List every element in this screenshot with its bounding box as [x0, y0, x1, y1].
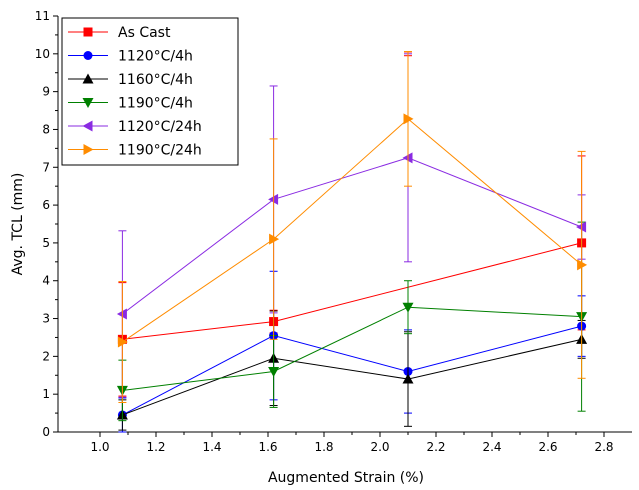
legend-label: 1160°C/4h — [118, 72, 193, 88]
x-tick-label: 2.0 — [370, 440, 389, 454]
data-point — [82, 120, 93, 132]
data-point — [402, 302, 414, 313]
series-line — [122, 338, 582, 416]
series-line — [122, 157, 582, 315]
y-tick-label: 4 — [42, 274, 50, 288]
plot-series — [116, 51, 588, 433]
legend-item: As Cast — [68, 25, 171, 41]
axes: 1.0 1.2 1.4 1.6 1.8 2.0 2.2 2.4 2.6 2.8 0 1 2 3 4 5 6 7 8 9… — [35, 9, 632, 454]
y-tick-label: 8 — [42, 122, 50, 136]
data-point — [117, 336, 128, 348]
x-axis-title: Augmented Strain (%) — [268, 470, 424, 486]
legend: As Cast 1120°C/4h 1160°C/4h 1190°C/4h 1120°C… — [61, 17, 239, 166]
x-tick-label: 1.4 — [202, 440, 221, 454]
legend-box — [61, 17, 239, 166]
y-axis-title: Avg. TCL (mm) — [10, 173, 26, 276]
legend-label: 1120°C/24h — [118, 119, 202, 135]
x-tick-label: 1.0 — [90, 440, 109, 454]
x-tick-label: 1.2 — [146, 440, 165, 454]
legend-item: 1160°C/4h — [68, 72, 193, 88]
data-point — [83, 51, 93, 60]
legend-label: 1120°C/4h — [118, 49, 193, 65]
y-tick-label: 9 — [42, 85, 50, 99]
x-tick-label: 1.6 — [258, 440, 277, 454]
x-tick-label: 1.8 — [314, 440, 333, 454]
y-tick-label: 3 — [42, 312, 50, 326]
series-2 — [116, 310, 588, 431]
x-tick-label: 2.2 — [426, 440, 445, 454]
data-point — [268, 366, 280, 377]
series-line — [122, 242, 582, 340]
y-tick-label: 0 — [42, 425, 50, 439]
x-tick-label: 2.6 — [538, 440, 557, 454]
data-point — [402, 373, 414, 384]
series-line — [122, 118, 582, 343]
y-tick-label: 10 — [35, 47, 50, 61]
legend-label: 1190°C/4h — [118, 96, 193, 112]
legend-item: 1190°C/4h — [68, 96, 193, 112]
data-point — [83, 144, 94, 155]
data-point — [577, 259, 588, 271]
y-tick-label: 6 — [42, 198, 50, 212]
data-point — [269, 233, 280, 245]
data-point — [83, 27, 93, 37]
x-tick-label: 2.4 — [482, 440, 501, 454]
series-line — [122, 306, 582, 391]
data-point — [82, 73, 94, 84]
y-tick-label: 11 — [35, 9, 50, 23]
x-tick-label: 2.8 — [594, 440, 613, 454]
legend-item: 1120°C/24h — [68, 119, 202, 135]
series-line — [122, 325, 582, 416]
legend-item: 1190°C/24h — [68, 143, 202, 159]
data-point — [403, 113, 414, 125]
series-5 — [117, 51, 588, 404]
series-1 — [117, 270, 587, 433]
data-point — [82, 98, 94, 108]
y-tick-label: 7 — [42, 160, 50, 174]
y-tick-label: 1 — [42, 387, 50, 401]
y-tick-label: 2 — [42, 349, 50, 363]
legend-label: 1190°C/24h — [118, 143, 202, 159]
legend-item: 1120°C/4h — [68, 49, 193, 65]
legend-label: As Cast — [118, 25, 171, 41]
y-tick-label: 5 — [42, 236, 50, 250]
